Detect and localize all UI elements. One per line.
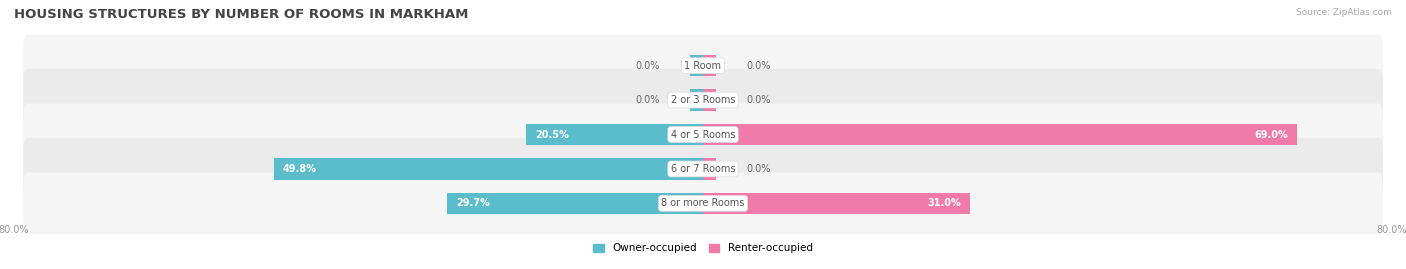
- Text: 20.5%: 20.5%: [536, 129, 569, 140]
- Text: 2 or 3 Rooms: 2 or 3 Rooms: [671, 95, 735, 105]
- Legend: Owner-occupied, Renter-occupied: Owner-occupied, Renter-occupied: [593, 243, 813, 253]
- Text: 0.0%: 0.0%: [636, 95, 659, 105]
- FancyBboxPatch shape: [22, 104, 1384, 165]
- Text: 0.0%: 0.0%: [747, 95, 770, 105]
- FancyBboxPatch shape: [22, 69, 1384, 131]
- Text: HOUSING STRUCTURES BY NUMBER OF ROOMS IN MARKHAM: HOUSING STRUCTURES BY NUMBER OF ROOMS IN…: [14, 8, 468, 21]
- Bar: [703, 55, 716, 76]
- FancyBboxPatch shape: [22, 35, 1384, 97]
- Text: Source: ZipAtlas.com: Source: ZipAtlas.com: [1296, 8, 1392, 17]
- Bar: [690, 55, 703, 76]
- Text: 49.8%: 49.8%: [283, 164, 316, 174]
- Bar: [526, 124, 703, 145]
- Text: 6 or 7 Rooms: 6 or 7 Rooms: [671, 164, 735, 174]
- Text: 31.0%: 31.0%: [928, 198, 962, 208]
- Bar: [703, 89, 716, 111]
- FancyBboxPatch shape: [22, 172, 1384, 234]
- Text: 0.0%: 0.0%: [636, 61, 659, 71]
- Text: 0.0%: 0.0%: [747, 164, 770, 174]
- Text: 4 or 5 Rooms: 4 or 5 Rooms: [671, 129, 735, 140]
- Bar: [703, 193, 970, 214]
- Text: 29.7%: 29.7%: [456, 198, 489, 208]
- Text: 8 or more Rooms: 8 or more Rooms: [661, 198, 745, 208]
- Bar: [690, 89, 703, 111]
- Text: 69.0%: 69.0%: [1254, 129, 1289, 140]
- Bar: [703, 124, 1298, 145]
- Bar: [447, 193, 703, 214]
- FancyBboxPatch shape: [22, 138, 1384, 200]
- Text: 1 Room: 1 Room: [685, 61, 721, 71]
- Text: 0.0%: 0.0%: [747, 61, 770, 71]
- Bar: [274, 158, 703, 180]
- Bar: [703, 158, 716, 180]
